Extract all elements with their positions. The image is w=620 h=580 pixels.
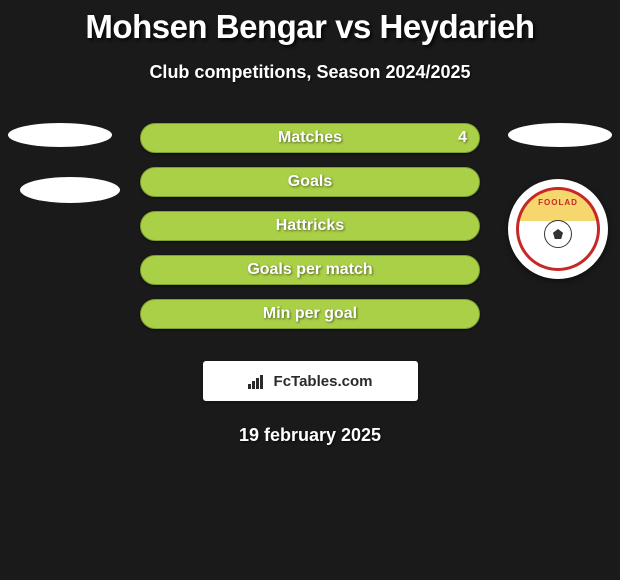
club-badge: FOOLAD [508, 179, 608, 279]
stat-label-matches: Matches [278, 129, 342, 147]
subtitle: Club competitions, Season 2024/2025 [0, 62, 620, 83]
footer-brand-text: FcTables.com [274, 373, 373, 390]
stat-bar-hattricks: Hattricks [140, 211, 480, 241]
stat-bar-goals-per-match: Goals per match [140, 255, 480, 285]
stat-label-hattricks: Hattricks [276, 217, 344, 235]
stat-label-goals: Goals [288, 173, 332, 191]
date-text: 19 february 2025 [0, 425, 620, 446]
stat-label-min-per-goal: Min per goal [263, 305, 357, 323]
stats-area: FOOLAD Matches 4 Goals Hattricks Goals p… [0, 123, 620, 446]
stat-bar-min-per-goal: Min per goal [140, 299, 480, 329]
player-badge-placeholder-2 [20, 177, 120, 203]
stat-value-matches: 4 [458, 129, 467, 147]
stat-rows: Matches 4 Goals Hattricks Goals per matc… [140, 123, 480, 329]
soccer-ball-icon [544, 220, 572, 248]
club-badge-text: FOOLAD [538, 198, 578, 207]
bar-chart-icon [248, 373, 268, 389]
stat-label-goals-per-match: Goals per match [247, 261, 372, 279]
footer-attribution[interactable]: FcTables.com [203, 361, 418, 401]
page-title: Mohsen Bengar vs Heydarieh [0, 0, 620, 46]
player-badge-placeholder-1 [8, 123, 112, 147]
stat-bar-matches: Matches 4 [140, 123, 480, 153]
club-badge-inner: FOOLAD [516, 187, 600, 271]
opponent-badge-placeholder [508, 123, 612, 147]
stat-bar-goals: Goals [140, 167, 480, 197]
